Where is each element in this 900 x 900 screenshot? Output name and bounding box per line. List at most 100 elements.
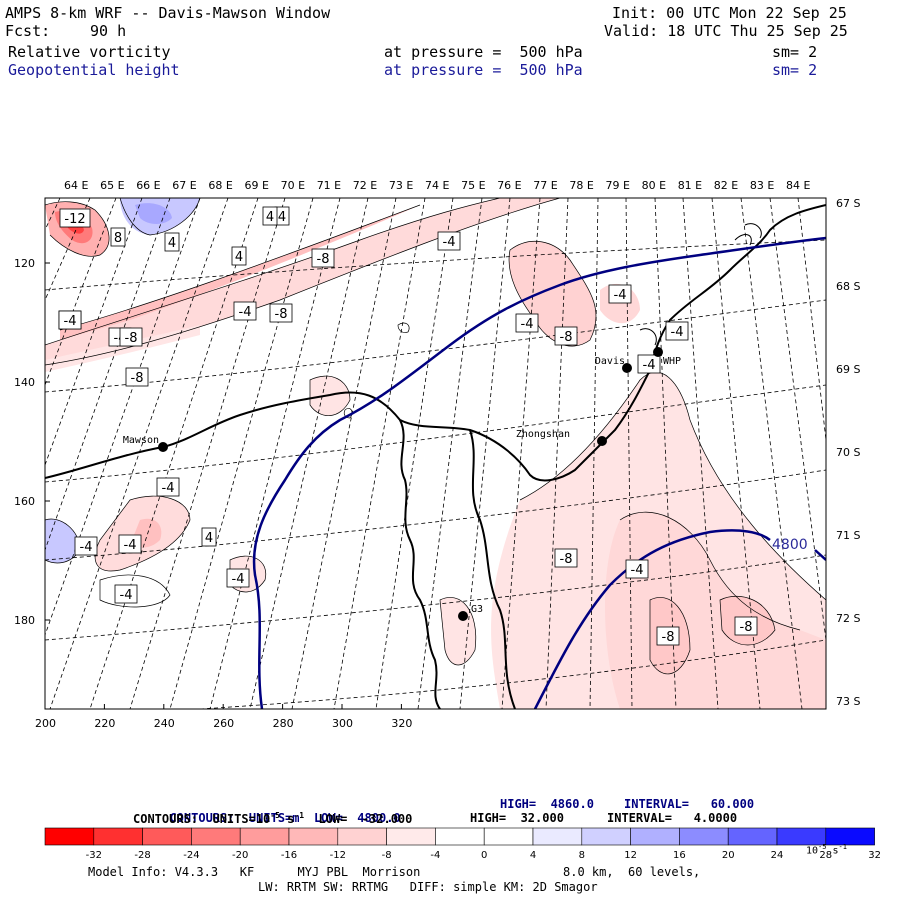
colorbar-swatch bbox=[532, 827, 583, 846]
contours-height-prefix: CONTOURS: UNITS=m LOW= 4800.0 bbox=[169, 811, 401, 825]
vorticity-label: 4 bbox=[262, 206, 278, 226]
svg-text:-4: -4 bbox=[614, 288, 627, 303]
vorticity-label: -8 bbox=[554, 548, 578, 568]
longitude-label: 76 E bbox=[497, 179, 521, 192]
colorbar-label: 28 bbox=[819, 850, 832, 861]
svg-text:-12: -12 bbox=[64, 212, 85, 227]
field2-name: Geopotential height bbox=[8, 61, 180, 79]
vorticity-label: 4 bbox=[201, 527, 217, 547]
field2-smoothing: sm= 2 bbox=[772, 61, 818, 79]
svg-text:-4: -4 bbox=[671, 325, 684, 340]
x-tick-label: 220 bbox=[94, 717, 115, 730]
colorbar-label: 8 bbox=[579, 850, 585, 861]
colorbar-swatch bbox=[679, 827, 729, 846]
x-tick-label: 200 bbox=[35, 717, 56, 730]
vorticity-label: -4 bbox=[226, 568, 250, 588]
latitude-label: 73 S bbox=[836, 695, 860, 708]
x-tick-label: 300 bbox=[332, 717, 353, 730]
svg-text:WHP: WHP bbox=[663, 356, 681, 367]
longitude-label: 66 E bbox=[136, 179, 160, 192]
longitude-label: 74 E bbox=[425, 179, 449, 192]
longitude-label: 72 E bbox=[353, 179, 377, 192]
svg-text:-4: -4 bbox=[120, 588, 133, 603]
svg-text:-8: -8 bbox=[662, 630, 675, 645]
vorticity-label: 8 bbox=[110, 227, 126, 247]
contours-vort-prefix: CONTOURS: UNITS=10 bbox=[133, 812, 271, 826]
colorbar-label: 4 bbox=[530, 850, 536, 861]
vorticity-label: -8 bbox=[125, 367, 149, 387]
svg-text:-8: -8 bbox=[560, 330, 573, 345]
valid-time: Valid: 18 UTC Thu 25 Sep 25 bbox=[604, 22, 848, 40]
colorbar-label: 32 bbox=[868, 850, 881, 861]
station-marker: Davis bbox=[595, 356, 632, 373]
x-tick-label: 320 bbox=[391, 717, 412, 730]
map-plot-area bbox=[45, 198, 826, 709]
svg-text:-4: -4 bbox=[239, 305, 252, 320]
y-tick-label: 180 bbox=[14, 614, 35, 627]
field1-level: at pressure = 500 hPa bbox=[384, 43, 583, 61]
map-frame bbox=[44, 197, 827, 710]
station-marker: G3 bbox=[458, 604, 483, 621]
vorticity-label: -8 bbox=[554, 326, 578, 346]
longitude-label: 83 E bbox=[750, 179, 774, 192]
ice-features bbox=[639, 223, 762, 346]
colorbar-label: -20 bbox=[232, 850, 248, 861]
colorbar-swatch bbox=[727, 827, 778, 846]
model-info-resolution: 8.0 km, 60 levels, bbox=[563, 865, 701, 879]
vorticity-label: -4 bbox=[114, 584, 138, 604]
colorbar: -32 -28 -24 -20 -16 -12 -8 -4 0 4 8 12 16 20 24 28 32 bbox=[44, 827, 881, 861]
svg-text:-4: -4 bbox=[643, 358, 656, 373]
longitude-label: 75 E bbox=[461, 179, 485, 192]
svg-text:8: 8 bbox=[114, 231, 122, 246]
vorticity-label: -8 bbox=[119, 327, 143, 347]
latitude-label: 68 S bbox=[836, 280, 860, 293]
contours-vorticity-legend: CONTOURS: UNITS=10-5 s-1 LOW= -32.000 bbox=[133, 811, 412, 826]
longitude-label: 81 E bbox=[678, 179, 702, 192]
graticule bbox=[45, 198, 826, 709]
vorticity-label: -4 bbox=[437, 231, 461, 251]
svg-text:Mawson: Mawson bbox=[123, 435, 159, 446]
latitude-label: 67 S bbox=[836, 197, 860, 210]
station-marker: Zhongshan bbox=[516, 429, 607, 446]
longitude-label: 67 E bbox=[172, 179, 196, 192]
latitude-label: 69 S bbox=[836, 363, 860, 376]
y-tick-label: 120 bbox=[14, 257, 35, 270]
vorticity-label: -4 bbox=[74, 536, 98, 556]
svg-text:-4: -4 bbox=[232, 572, 245, 587]
svg-text:-4: -4 bbox=[443, 235, 456, 250]
longitude-label: 78 E bbox=[569, 179, 593, 192]
longitude-label: 80 E bbox=[642, 179, 666, 192]
colorbar-label: -12 bbox=[330, 850, 346, 861]
svg-text:-4: -4 bbox=[64, 314, 77, 329]
colorbar-label: -8 bbox=[382, 850, 392, 861]
colorbar-swatch bbox=[386, 827, 436, 846]
longitude-label: 70 E bbox=[281, 179, 305, 192]
colorbar-swatch bbox=[483, 827, 534, 846]
longitude-labels: 64 E 65 E 66 E 67 E 68 E 69 E 70 E 71 E 72 E 73 E… bbox=[64, 179, 810, 192]
svg-text:-8: -8 bbox=[275, 307, 288, 322]
contours-height-high: HIGH= 4860.0 bbox=[500, 797, 594, 811]
y-tick-label: 140 bbox=[14, 376, 35, 389]
colorbar-swatch bbox=[93, 827, 143, 846]
colorbar-label: 16 bbox=[673, 850, 686, 861]
colorbar-swatch bbox=[337, 827, 387, 846]
x-tick-label: 260 bbox=[213, 717, 234, 730]
colorbar-swatch bbox=[191, 827, 241, 846]
colorbar-label: 20 bbox=[722, 850, 735, 861]
fcst-label: Fcst: bbox=[5, 22, 51, 40]
longitude-label: 84 E bbox=[786, 179, 810, 192]
longitude-label: 68 E bbox=[208, 179, 232, 192]
vorticity-label: -4 bbox=[515, 313, 539, 333]
vorticity-label: -4 bbox=[665, 321, 689, 341]
vorticity-label: -4 bbox=[608, 284, 632, 304]
field1-smoothing: sm= 2 bbox=[772, 43, 818, 61]
y-tick-label: 160 bbox=[14, 495, 35, 508]
field2-level: at pressure = 500 hPa bbox=[384, 61, 583, 79]
longitude-label: 79 E bbox=[606, 179, 630, 192]
contours-vort-sup: -5 bbox=[270, 811, 280, 820]
colorbar-label: 0 bbox=[481, 850, 487, 861]
svg-text:4: 4 bbox=[278, 210, 286, 225]
x-axis-ticks: 200 220 240 260 280 300 320 bbox=[35, 704, 412, 730]
vorticity-label: -8 bbox=[311, 248, 335, 268]
